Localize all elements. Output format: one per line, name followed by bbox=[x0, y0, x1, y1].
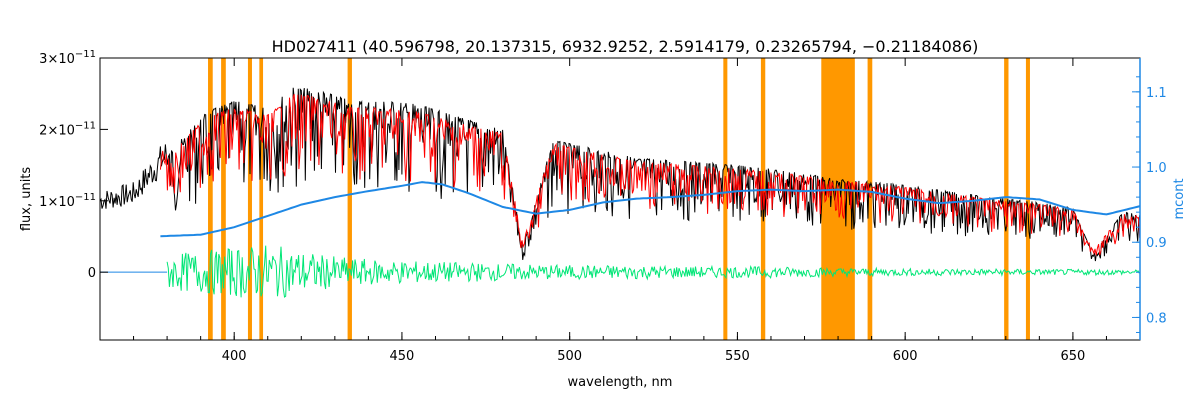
masked-region bbox=[347, 58, 352, 340]
y-tick-exponent: −11 bbox=[75, 120, 96, 131]
y2-axis-label: mcont bbox=[1172, 178, 1187, 219]
y2-tick-label: 0.8 bbox=[1146, 311, 1167, 326]
x-tick-label: 650 bbox=[1060, 349, 1085, 364]
chart-title: HD027411 (40.596798, 20.137315, 6932.925… bbox=[272, 37, 979, 56]
masked-region bbox=[1004, 58, 1009, 340]
masked-region bbox=[723, 58, 728, 340]
x-tick-label: 500 bbox=[557, 349, 582, 364]
y2-tick-label: 1.1 bbox=[1146, 86, 1167, 101]
y-axis-label: flux, units bbox=[19, 167, 34, 232]
masked-region bbox=[247, 58, 252, 340]
y-tick-label: 1×10−11 bbox=[39, 192, 96, 210]
x-axis-label: wavelength, nm bbox=[568, 375, 673, 390]
y-tick-label: 2×10−11 bbox=[39, 120, 96, 138]
y-axis: 0 1×10−11 2×10−11 3×10−11 bbox=[39, 49, 108, 281]
y2-tick-label: 1.0 bbox=[1146, 161, 1167, 176]
x-axis: 400 450 500 550 600 650 bbox=[99, 58, 1141, 364]
masked-region bbox=[867, 58, 873, 340]
x-tick-label: 400 bbox=[222, 349, 247, 364]
y2-tick-label: 0.9 bbox=[1146, 236, 1167, 251]
y-tick-exponent: −11 bbox=[75, 49, 96, 60]
masked-region bbox=[259, 58, 264, 340]
series-model bbox=[159, 94, 1141, 256]
x-tick-label: 600 bbox=[893, 349, 918, 364]
x-tick-label: 550 bbox=[725, 349, 750, 364]
y2-axis: 0.8 0.9 1.0 1.1 bbox=[1132, 58, 1167, 340]
series-residual bbox=[166, 245, 1140, 298]
masked-region bbox=[208, 58, 213, 340]
series-mcont bbox=[160, 181, 1141, 238]
y-tick-exponent: −11 bbox=[75, 192, 96, 203]
y-tick-label: 3×10−11 bbox=[39, 49, 96, 67]
x-tick-label: 450 bbox=[390, 349, 415, 364]
data-series bbox=[99, 87, 1141, 298]
y-tick-label: 0 bbox=[88, 266, 96, 281]
masked-region bbox=[221, 58, 226, 340]
